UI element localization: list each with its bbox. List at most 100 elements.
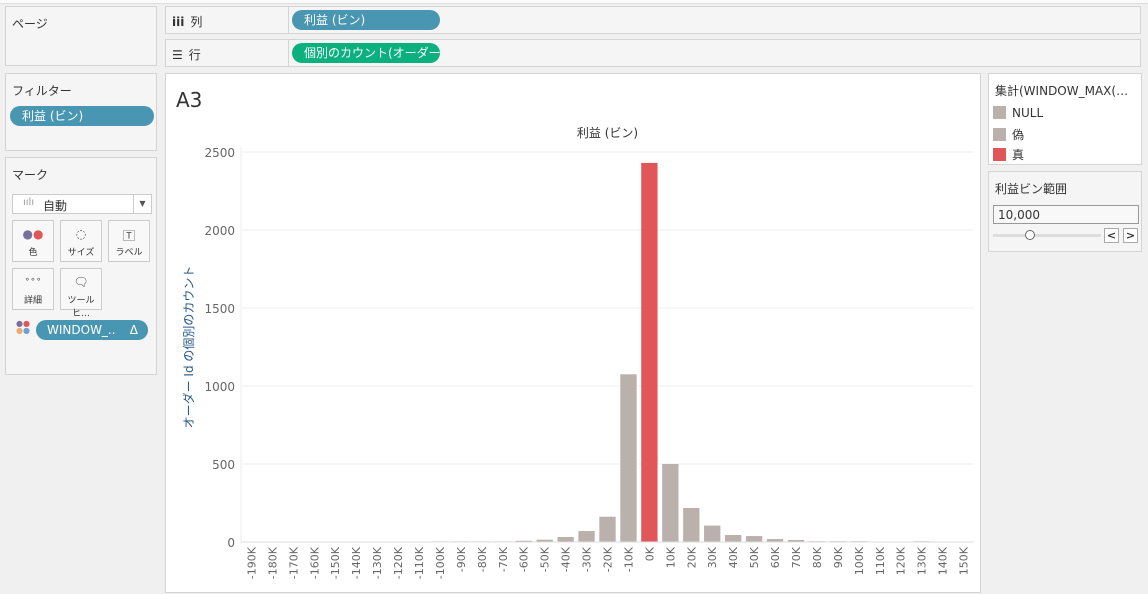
x-tick-label: 30K xyxy=(706,546,719,568)
label-icon: 🅃 xyxy=(122,229,135,243)
chart-title: 利益 (ビン) xyxy=(577,126,638,140)
pages-card: ページ xyxy=(5,6,157,66)
delta-icon: Δ xyxy=(129,323,138,337)
bar-20K[interactable] xyxy=(683,507,700,542)
x-tick-label: -130K xyxy=(371,546,384,579)
legend-item-null[interactable]: NULL xyxy=(993,106,1043,122)
x-tick-label: 90K xyxy=(832,546,845,568)
filters-title: フィルター xyxy=(12,84,72,98)
x-tick-label: 10K xyxy=(664,546,677,568)
filters-card: フィルター 利益 (ビン) xyxy=(5,73,157,151)
x-tick-label: 40K xyxy=(727,546,740,568)
bar-chart-icon: ıılı xyxy=(23,197,35,208)
x-tick-label: -50K xyxy=(539,546,552,572)
bar-30K[interactable] xyxy=(704,525,721,542)
y-tick-label: 0 xyxy=(227,536,235,550)
x-tick-label: 60K xyxy=(769,546,782,568)
size-icon: ◌ xyxy=(75,227,87,241)
y-axis-title: オーダー Id の個別のカウント xyxy=(181,266,196,429)
bar--50K[interactable] xyxy=(536,539,553,542)
detail-button[interactable]: ∘∘∘ 詳細 xyxy=(12,268,54,310)
x-tick-label: -20K xyxy=(602,546,615,572)
parameter-input[interactable]: 10,000 xyxy=(993,205,1139,224)
x-tick-label: -80K xyxy=(476,546,489,572)
toolbar-strip xyxy=(0,0,1148,4)
legend-item-true[interactable]: 真 xyxy=(993,146,1024,162)
x-tick-label: -170K xyxy=(287,546,300,579)
y-tick-label: 2500 xyxy=(204,146,235,160)
chevron-down-icon: ▼ xyxy=(133,195,151,213)
marks-card: マーク ıılı 自動 ▼ ●● 色 ◌ サイズ 🅃 ラベル ∘∘∘ 詳細 🗨 ツールヒ…… xyxy=(5,157,157,375)
bar--30K[interactable] xyxy=(578,531,595,542)
rows-icon: ☰ xyxy=(172,48,183,62)
mark-type-dropdown[interactable]: ıılı 自動 ▼ xyxy=(12,194,152,214)
filter-pill[interactable]: 利益 (ビン) xyxy=(10,106,154,126)
x-tick-label: -160K xyxy=(308,546,321,579)
x-tick-label: -90K xyxy=(455,546,468,572)
x-tick-label: 0K xyxy=(643,546,656,561)
slider-handle[interactable] xyxy=(1025,230,1035,240)
bar-10K[interactable] xyxy=(662,464,679,542)
columns-label: 列 xyxy=(190,15,203,29)
y-tick-label: 1500 xyxy=(204,302,235,316)
rows-shelf[interactable]: ☰ 行 個別のカウント(オーダー .. xyxy=(165,39,1141,67)
mark-type-value: 自動 xyxy=(43,199,68,213)
parameter-title: 利益ビン範囲 xyxy=(995,182,1068,196)
bar-50K[interactable] xyxy=(745,536,763,542)
color-icon: ●● xyxy=(22,227,44,241)
color-button[interactable]: ●● 色 xyxy=(12,220,54,262)
legend-title: 集計(WINDOW_MAX(… xyxy=(995,84,1129,98)
bar--40K[interactable] xyxy=(557,537,574,542)
tooltip-button[interactable]: 🗨 ツールヒ… xyxy=(60,268,102,319)
x-tick-label: -70K xyxy=(497,546,510,572)
size-button[interactable]: ◌ サイズ xyxy=(60,220,102,262)
parameter-slider[interactable] xyxy=(993,234,1101,237)
bar--10K[interactable] xyxy=(620,374,637,542)
parameter-card: 利益ビン範囲 10,000 < > xyxy=(988,171,1142,252)
bar-40K[interactable] xyxy=(724,534,742,542)
detail-icon: ∘∘∘ xyxy=(24,275,42,285)
x-tick-label: 140K xyxy=(937,546,950,575)
y-tick-label: 1000 xyxy=(204,380,235,394)
marks-title: マーク xyxy=(12,168,49,182)
label-button[interactable]: 🅃 ラベル xyxy=(108,220,150,262)
bar-0K[interactable] xyxy=(641,162,658,543)
x-tick-label: 70K xyxy=(790,546,803,568)
x-tick-label: 50K xyxy=(748,546,761,568)
x-tick-label: 130K xyxy=(916,546,929,575)
x-tick-label: -150K xyxy=(329,546,342,579)
columns-shelf[interactable]: iii 列 利益 (ビン) xyxy=(165,6,1141,34)
x-tick-label: 20K xyxy=(685,546,698,568)
columns-pill[interactable]: 利益 (ビン) xyxy=(292,10,440,30)
x-tick-label: -10K xyxy=(622,546,635,572)
window-pill[interactable]: WINDOW_.. Δ xyxy=(36,320,148,340)
next-button[interactable]: > xyxy=(1123,228,1138,243)
color-icon: ●● ●● xyxy=(16,319,30,335)
prev-button[interactable]: < xyxy=(1104,228,1119,243)
x-tick-label: -180K xyxy=(266,546,279,579)
y-tick-label: 500 xyxy=(212,458,235,472)
legend-item-false[interactable]: 偽 xyxy=(993,126,1024,142)
x-tick-label: -110K xyxy=(413,546,426,579)
sheet-view: A3 利益 (ビン) 0 500 1000 1500 2000 2500 オーダー Id の個… xyxy=(165,73,981,593)
rows-pill[interactable]: 個別のカウント(オーダー .. xyxy=(292,43,440,63)
x-tick-label: -100K xyxy=(434,546,447,579)
bar-60K[interactable] xyxy=(766,539,784,542)
pages-title: ページ xyxy=(12,17,48,31)
x-tick-label: 150K xyxy=(958,546,971,575)
bar--20K[interactable] xyxy=(599,516,616,542)
bar--60K[interactable] xyxy=(515,540,532,542)
tooltip-icon: 🗨 xyxy=(73,275,89,289)
y-tick-label: 2000 xyxy=(204,224,235,238)
x-tick-label: 110K xyxy=(874,546,887,575)
x-tick-label: 100K xyxy=(853,546,866,575)
x-tick-label: -120K xyxy=(392,546,405,579)
x-tick-label: 120K xyxy=(895,546,908,575)
x-tick-label: -190K xyxy=(245,546,258,579)
x-tick-label: 80K xyxy=(811,546,824,568)
x-tick-label: -30K xyxy=(581,546,594,572)
columns-icon: iii xyxy=(172,15,185,29)
sheet-title: A3 xyxy=(176,88,203,112)
bar-70K[interactable] xyxy=(787,539,805,542)
bar-chart: 利益 (ビン) 0 500 1000 1500 2000 2500 オーダー Id の個別のカ… xyxy=(181,126,974,579)
